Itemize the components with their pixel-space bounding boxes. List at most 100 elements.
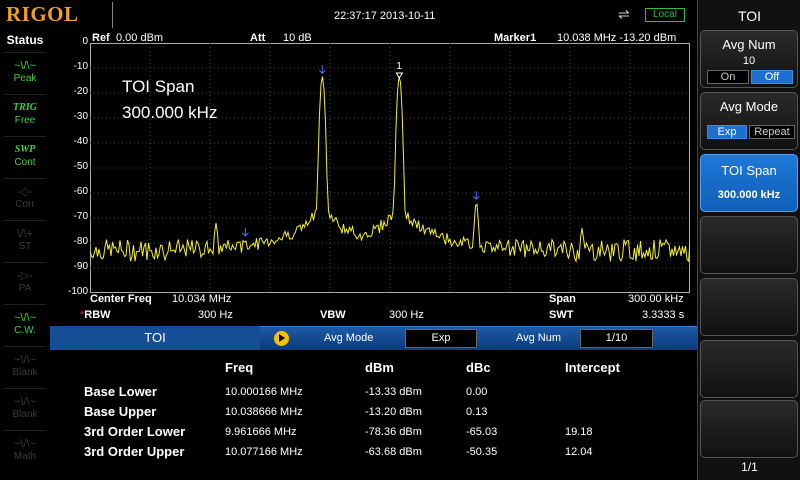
status-item-8: ~\/\~ Blank <box>4 388 46 428</box>
status-item-2: SWP Cont <box>4 136 46 176</box>
table-cell-dbm: -78.36 dBm <box>365 426 422 438</box>
y-tick-label: -100 <box>67 286 88 297</box>
status-item-icon: SWP <box>14 144 36 155</box>
avg-mode-field[interactable]: Exp <box>405 329 477 348</box>
table-cell-intercept: 12.04 <box>565 446 593 458</box>
avg-num-softkey[interactable]: Avg Num 10 On Off <box>700 30 798 88</box>
status-item-icon: -◇- <box>17 186 33 198</box>
table-row-label: 3rd Order Lower <box>84 424 186 439</box>
status-panel: Status ~\/\~ Peak TRIG Free SWP Cont -◇- Corr \/… <box>0 30 50 480</box>
status-item-icon: -▷- <box>17 270 33 282</box>
avg-mode-label: Avg Mode <box>324 332 374 344</box>
marker-point[interactable] <box>395 72 404 79</box>
usb-icon: ⇌ <box>618 6 630 22</box>
status-item-label: Corr <box>15 199 35 210</box>
status-item-3: -◇- Corr <box>4 178 46 218</box>
spectrum-plot[interactable]: 1 <box>90 43 690 293</box>
avg-mode-exp-option[interactable]: Exp <box>707 125 747 139</box>
status-item-7: ~\/\~ Blank <box>4 346 46 386</box>
toi-span-softkey[interactable]: TOI Span 300.000 kHz <box>700 154 798 212</box>
rigol-logo: RIGOL <box>6 2 79 26</box>
status-item-label: C.W. <box>14 325 36 336</box>
col-header-intercept: Intercept <box>565 360 620 375</box>
y-tick-label: -40 <box>73 136 88 147</box>
marker-label: Marker1 <box>494 32 537 44</box>
table-cell-intercept: 19.18 <box>565 426 593 438</box>
span-label: Span <box>549 293 576 305</box>
col-header-dbm: dBm <box>365 360 394 375</box>
y-tick-label: -10 <box>73 61 88 72</box>
table-cell-dbc: -50.35 <box>466 446 498 458</box>
y-tick-label: -50 <box>73 161 88 172</box>
marker-point[interactable] <box>472 191 480 200</box>
status-item-label: Blank <box>12 409 38 420</box>
softkey-menu: TOI Avg Num 10 On Off Avg Mode Exp Repea… <box>697 0 800 480</box>
table-cell-dbm: -13.33 dBm <box>365 386 422 398</box>
swt-label: SWT <box>549 309 574 321</box>
status-title: Status <box>6 33 44 47</box>
marker-point[interactable] <box>318 65 326 75</box>
status-item-icon: ~\/\~ <box>13 354 37 366</box>
avg-num-off-option[interactable]: Off <box>751 70 793 84</box>
play-icon[interactable] <box>274 331 289 346</box>
avg-num-label: Avg Num <box>516 332 562 344</box>
status-item-label: Cont <box>14 157 36 168</box>
ref-label: Ref <box>92 32 110 44</box>
status-item-label: Peak <box>13 73 37 84</box>
status-item-icon: ~\/\~ <box>13 396 37 408</box>
menu-title: TOI <box>737 8 762 24</box>
status-item-icon: \/\+ <box>17 228 33 240</box>
status-item-icon: TRIG <box>13 102 37 113</box>
table-cell-freq: 10.077166 MHz <box>225 446 303 458</box>
center-freq-label: Center Freq <box>90 293 152 305</box>
toi-span-overlay-label: TOI Span <box>122 77 195 96</box>
table-cell-freq: 10.000166 MHz <box>225 386 303 398</box>
status-item-label: ST <box>18 241 32 252</box>
divider <box>112 2 113 28</box>
status-item-1: TRIG Free <box>4 94 46 134</box>
datetime: 22:37:17 2013-10-11 <box>334 10 436 22</box>
blank-softkey-6[interactable] <box>700 340 798 398</box>
vbw-value: 300 Hz <box>389 309 424 321</box>
y-tick-label: -20 <box>73 86 88 97</box>
table-row-label: 3rd Order Upper <box>84 444 185 459</box>
att-label: Att <box>250 32 266 44</box>
status-item-label: Free <box>14 115 36 126</box>
status-item-icon: ~\/\~ <box>13 60 37 72</box>
rbw-value: 300 Hz <box>198 309 233 321</box>
blank-softkey-5[interactable] <box>700 278 798 336</box>
blank-softkey-4[interactable] <box>700 216 798 274</box>
status-item-0: ~\/\~ Peak <box>4 52 46 92</box>
y-tick-label: -30 <box>73 111 88 122</box>
avg-mode-softkey-title: Avg Mode <box>719 99 779 114</box>
avg-mode-softkey[interactable]: Avg Mode Exp Repeat <box>700 92 798 150</box>
status-item-label: PA <box>18 283 32 294</box>
status-item-5: -▷- PA <box>4 262 46 302</box>
table-cell-dbc: 0.00 <box>466 386 488 398</box>
status-item-icon: ~\/\~ <box>13 312 37 324</box>
table-row-label: Base Lower <box>84 384 157 399</box>
swt-value: 3.3333 s <box>642 309 685 321</box>
top-bar: RIGOL 22:37:17 2013-10-11 ⇌ Local <box>0 0 697 30</box>
local-badge[interactable]: Local <box>645 8 685 22</box>
marker-number-label: 1 <box>396 61 402 72</box>
spectrum-trace <box>90 76 690 264</box>
status-item-4: \/\+ ST <box>4 220 46 260</box>
avg-mode-repeat-option[interactable]: Repeat <box>749 125 795 139</box>
toi-panel-title: TOI <box>50 326 260 350</box>
blank-softkey-7[interactable] <box>700 400 798 458</box>
col-header-freq: Freq <box>225 360 254 375</box>
toi-span-softkey-title: TOI Span <box>721 163 777 178</box>
table-cell-freq: 9.961666 MHz <box>225 426 297 438</box>
y-tick-label: -90 <box>73 261 88 272</box>
col-header-dbc: dBc <box>466 360 491 375</box>
avg-num-on-option[interactable]: On <box>707 70 749 84</box>
y-tick-label: 0 <box>82 36 88 47</box>
status-item-6: ~\/\~ C.W. <box>4 304 46 344</box>
menu-page-indicator: 1/1 <box>741 460 758 474</box>
marker-point[interactable] <box>241 227 249 237</box>
avg-num-field[interactable]: 1/10 <box>580 329 653 348</box>
ref-value: 0.00 dBm <box>116 32 164 44</box>
table-cell-freq: 10.038666 MHz <box>225 406 303 418</box>
toi-span-softkey-value: 300.000 kHz <box>717 189 781 201</box>
